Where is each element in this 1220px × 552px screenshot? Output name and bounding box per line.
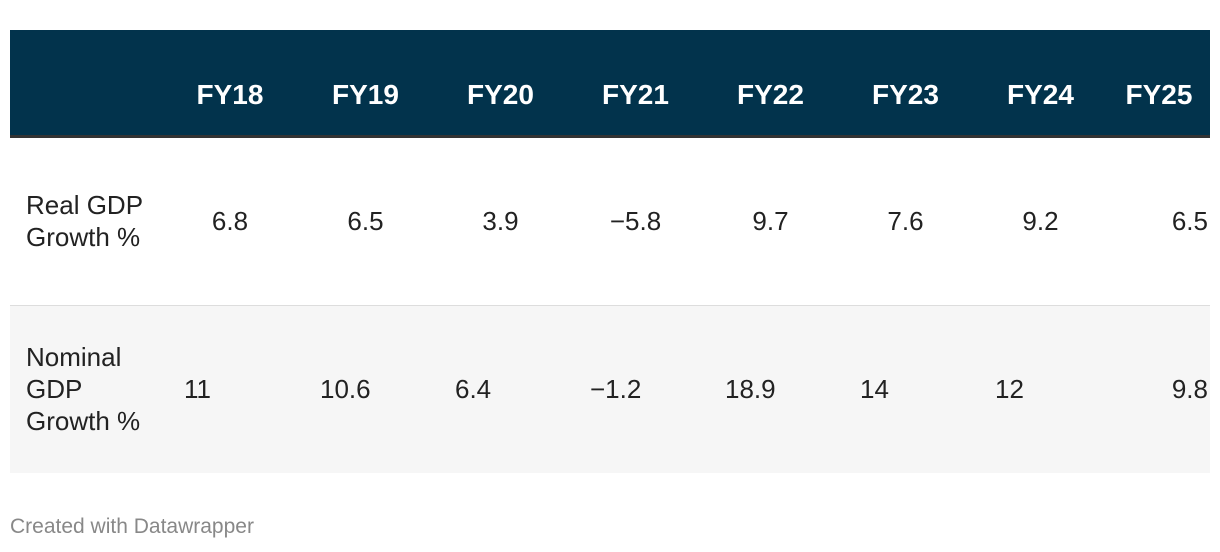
header-cell-fy21: FY21 xyxy=(568,30,703,138)
header-cell-fy18: FY18 xyxy=(162,30,298,138)
table-cell: −1.2 xyxy=(590,373,642,404)
table-cell: 10.6 xyxy=(320,373,371,404)
table-cell: 6.5 xyxy=(1171,205,1208,236)
table-cell: 3.9 xyxy=(482,205,519,236)
table-row-nominal-gdp: Nominal GDP Growth % 11 10.6 6.4 −1.2 18… xyxy=(10,305,1210,473)
gdp-growth-table: FY18 FY19 FY20 FY21 FY22 FY23 FY24 FY25 … xyxy=(10,30,1210,473)
table-cell: 9.8 xyxy=(1171,373,1208,404)
table-cell: 7.6 xyxy=(887,205,924,236)
data-table-container: FY18 FY19 FY20 FY21 FY22 FY23 FY24 FY25 … xyxy=(10,30,1210,473)
table-cell: −5.8 xyxy=(609,205,662,236)
header-cell-fy23: FY23 xyxy=(838,30,973,138)
row-label: Real GDP Growth % xyxy=(26,190,143,252)
header-cell-fy20: FY20 xyxy=(433,30,568,138)
table-cell: 18.9 xyxy=(725,373,776,404)
table-cell: 6.5 xyxy=(347,205,384,236)
table-cell: 6.8 xyxy=(211,205,249,236)
table-row-real-gdp: Real GDP Growth % 6.8 6.5 3.9 −5.8 9.7 7… xyxy=(10,136,1210,305)
table-cell: 9.7 xyxy=(752,205,789,236)
datawrapper-credit[interactable]: Created with Datawrapper xyxy=(10,515,254,538)
header-cell-fy25: FY25 xyxy=(1108,30,1210,138)
table-cell: 11 xyxy=(184,373,211,404)
row-label: Nominal GDP Growth % xyxy=(26,342,141,437)
header-cell-fy22: FY22 xyxy=(703,30,838,138)
header-cell-empty xyxy=(10,30,162,138)
table-cell: 6.4 xyxy=(455,373,492,404)
header-cell-fy24: FY24 xyxy=(973,30,1108,138)
header-row: FY18 FY19 FY20 FY21 FY22 FY23 FY24 FY25 xyxy=(10,30,1210,138)
table-cell: 14 xyxy=(860,373,889,404)
table-cell: 12 xyxy=(995,373,1024,404)
table-cell: 9.2 xyxy=(1022,205,1059,236)
header-cell-fy19: FY19 xyxy=(298,30,433,138)
